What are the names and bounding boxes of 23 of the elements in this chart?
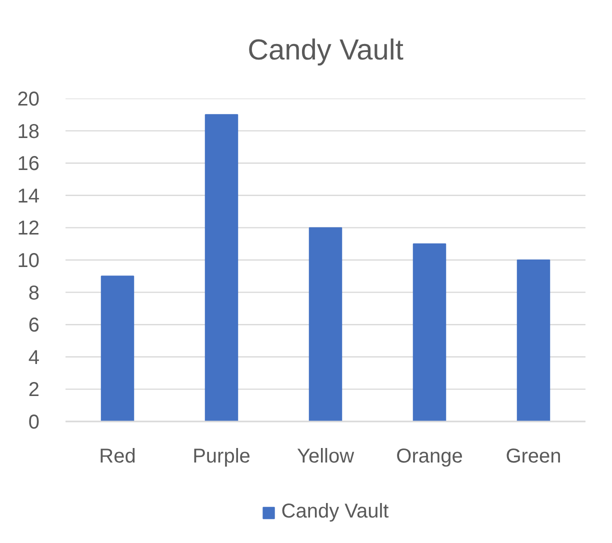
x-tick-label: Red — [99, 446, 136, 468]
y-tick-label: 4 — [28, 346, 40, 369]
bar — [308, 227, 342, 422]
legend-label: Candy Vault — [281, 500, 389, 524]
x-tick-label: Yellow — [296, 446, 355, 468]
chart-title: Candy Vault — [248, 34, 404, 66]
y-tick-label: 0 — [28, 412, 40, 434]
y-tick-label: 12 — [17, 218, 40, 240]
bar — [100, 276, 134, 422]
y-tick-label: 16 — [17, 153, 40, 176]
y-tick-label: 8 — [28, 282, 40, 304]
bar — [516, 260, 550, 422]
y-tick-label: 6 — [28, 314, 40, 337]
x-tick-label: Purple — [192, 446, 250, 468]
bar — [204, 114, 238, 422]
bar — [412, 243, 446, 422]
x-tick-label: Green — [506, 446, 562, 468]
y-tick-label: 20 — [17, 88, 40, 110]
y-tick-label: 10 — [17, 250, 40, 272]
y-tick-label: 14 — [17, 185, 40, 208]
x-tick-label: Orange — [396, 446, 463, 468]
y-tick-label: 2 — [28, 379, 40, 402]
y-tick-label: 18 — [17, 120, 40, 143]
